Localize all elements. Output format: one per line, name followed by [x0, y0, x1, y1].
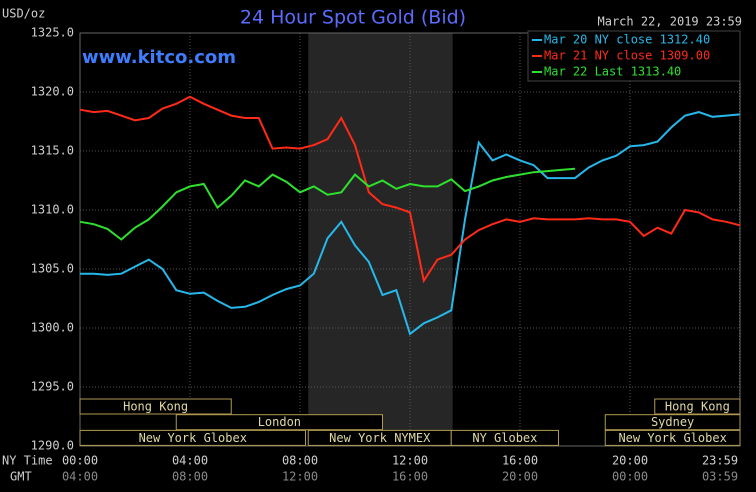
x-tick-label: 20:00 — [612, 454, 648, 468]
y-tick-label: 1315.0 — [31, 144, 74, 158]
x-tick-label: 16:00 — [502, 454, 538, 468]
session-band — [604, 414, 741, 431]
session-label: London — [258, 415, 301, 429]
session-label: New York Globex — [139, 431, 247, 445]
price-line — [80, 111, 741, 336]
y-tick-label: 1310.0 — [31, 203, 74, 217]
x2-tick-label: 20:00 — [502, 470, 538, 484]
x-tick-label: 00:00 — [62, 454, 98, 468]
y-tick-label: 1290.0 — [31, 439, 74, 453]
legend-label: Mar 21 NY close 1309.00 — [544, 49, 710, 63]
legend-box — [527, 30, 741, 82]
x2-tick-label: 03:59 — [702, 470, 738, 484]
session-band — [79, 429, 306, 446]
x2-tick-label: 04:00 — [62, 470, 98, 484]
x-axis-label: NY Time — [2, 454, 53, 468]
x2-axis-label: GMT — [10, 470, 32, 484]
session-band — [654, 398, 741, 415]
chart-date: March 22, 2019 23:59 — [598, 15, 743, 29]
session-band — [175, 414, 383, 431]
x2-tick-label: 12:00 — [282, 470, 318, 484]
price-line — [79, 95, 741, 284]
x2-tick-label: 16:00 — [392, 470, 428, 484]
session-label: NY Globex — [472, 431, 537, 445]
session-band — [450, 429, 559, 446]
x-tick-label: 04:00 — [172, 454, 208, 468]
y-tick-label: 1325.0 — [31, 26, 74, 40]
shaded-region — [308, 33, 453, 446]
session-label: Hong Kong — [123, 400, 188, 414]
y-tick-label: 1305.0 — [31, 262, 74, 276]
legend-label: Mar 20 NY close 1312.40 — [544, 33, 710, 47]
x-tick-label: 12:00 — [392, 454, 428, 468]
session-band — [604, 429, 741, 446]
y-tick-label: 1320.0 — [31, 85, 74, 99]
site-label: www.kitco.com — [82, 47, 236, 68]
session-label: Hong Kong — [665, 400, 730, 414]
y-tick-label: 1300.0 — [31, 321, 74, 335]
y-axis-label: USD/oz — [2, 7, 45, 21]
session-label: Sydney — [651, 415, 694, 429]
price-line — [79, 167, 576, 241]
legend-label: Mar 22 Last 1313.40 — [544, 65, 681, 79]
session-label: New York NYMEX — [329, 431, 431, 445]
x-tick-label: 08:00 — [282, 454, 318, 468]
x-tick-label: 23:59 — [702, 454, 738, 468]
x2-tick-label: 00:00 — [612, 470, 648, 484]
x2-tick-label: 08:00 — [172, 470, 208, 484]
chart-title: 24 Hour Spot Gold (Bid) — [240, 7, 466, 29]
session-label: New York Globex — [618, 431, 726, 445]
y-tick-label: 1295.0 — [31, 380, 74, 394]
plot-frame — [79, 32, 741, 447]
session-band — [79, 398, 232, 415]
